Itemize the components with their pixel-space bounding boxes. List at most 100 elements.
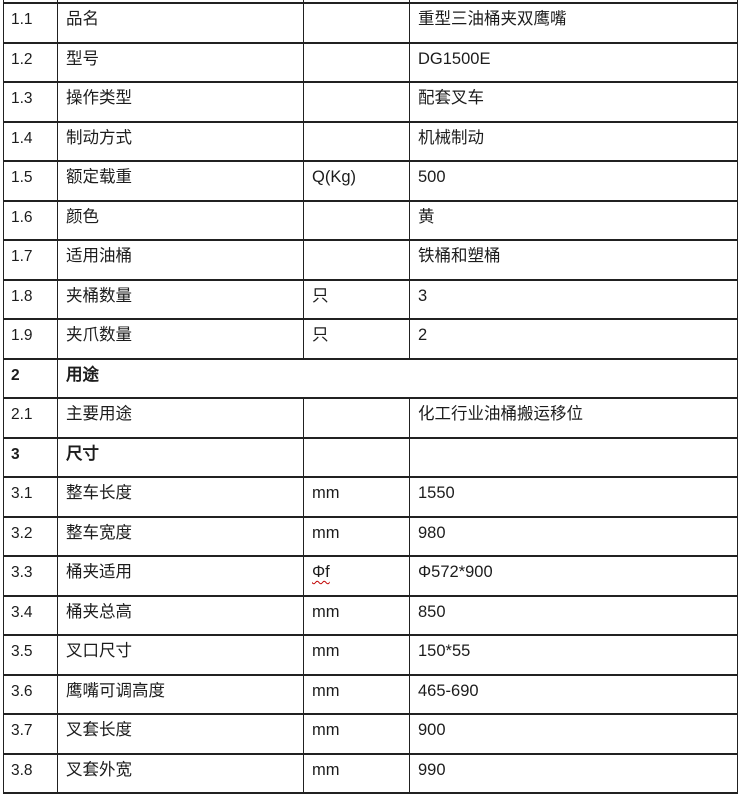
- row-unit: mm: [303, 713, 410, 755]
- row-value-text: 850: [418, 602, 446, 621]
- row-unit-text: mm: [312, 760, 340, 779]
- row-label-text: 鹰嘴可调高度: [66, 681, 165, 700]
- row-label: 叉套长度: [57, 713, 304, 755]
- row-index-text: 1.7: [11, 248, 33, 265]
- row-label-text: 桶夹总高: [66, 602, 132, 621]
- row-index: 3.7: [3, 713, 58, 755]
- row-unit: Φf: [303, 555, 410, 597]
- row-value: 980: [409, 515, 738, 557]
- row-value: [409, 436, 738, 478]
- row-unit-text: 只: [312, 286, 329, 305]
- row-index-text: 3.5: [11, 643, 33, 660]
- row-index-text: 1.5: [11, 169, 33, 186]
- row-unit: [303, 120, 410, 162]
- row-label-text: 颜色: [66, 207, 99, 226]
- row-unit: 只: [303, 318, 410, 360]
- spec-row: 3.8 叉套外宽 mm 990: [3, 752, 738, 794]
- row-index-text: 3.8: [11, 761, 33, 779]
- row-value-text: 化工行业油桶搬运移位: [418, 405, 583, 423]
- row-label-text: 型号: [66, 49, 99, 68]
- row-value: 500: [409, 160, 738, 202]
- spec-row: 1.2 型号 DG1500E: [3, 41, 738, 83]
- row-unit-text: Q(Kg): [312, 168, 357, 186]
- row-unit-text: Φf: [312, 563, 330, 581]
- spec-row: 3.4 桶夹总高 mm 850: [3, 594, 738, 636]
- row-value-text: 500: [418, 168, 446, 186]
- row-unit-text: mm: [312, 721, 340, 739]
- spec-row: 2.1 主要用途 化工行业油桶搬运移位: [3, 397, 738, 439]
- row-index-text: 1.4: [11, 129, 33, 147]
- row-index: 3.5: [3, 634, 58, 676]
- row-value-text: DG1500E: [418, 49, 491, 68]
- row-index: 2: [3, 357, 58, 399]
- row-index: 3.2: [3, 515, 58, 557]
- row-index: 3.6: [3, 673, 58, 715]
- row-index-text: 1.9: [11, 327, 33, 344]
- row-index: 1.9: [3, 318, 58, 360]
- row-index: 3.3: [3, 555, 58, 597]
- row-label: 鹰嘴可调高度: [57, 673, 304, 715]
- row-value-text: 黄: [418, 207, 435, 226]
- row-value-text: 重型三油桶夹双鹰嘴: [418, 10, 567, 28]
- row-label-text: 夹爪数量: [66, 326, 132, 344]
- row-label-text: 整车宽度: [66, 523, 132, 542]
- row-index-text: 3: [11, 445, 20, 463]
- row-unit: mm: [303, 673, 410, 715]
- row-unit: [303, 41, 410, 83]
- row-value: 3: [409, 278, 738, 320]
- row-label: 整车长度: [57, 476, 304, 518]
- row-label-text: 尺寸: [66, 444, 99, 463]
- row-value: Φ572*900: [409, 555, 738, 597]
- row-value-text: 465-690: [418, 681, 479, 700]
- product-spec-table: 1.1 品名 重型三油桶夹双鹰嘴 1.2 型号 DG1500E 1.3 操作类型 配套叉车 1.4…: [3, 0, 738, 794]
- row-label-text: 叉套外宽: [66, 760, 132, 779]
- row-index: 1.3: [3, 81, 58, 123]
- row-unit: Q(Kg): [303, 160, 410, 202]
- row-index-text: 3.3: [11, 564, 33, 581]
- row-value-text: 150*55: [418, 642, 471, 660]
- row-value-text: Φ572*900: [418, 563, 493, 581]
- row-index-text: 1.2: [11, 50, 33, 68]
- row-unit: mm: [303, 634, 410, 676]
- spec-row: 3.2 整车宽度 mm 980: [3, 515, 738, 557]
- row-value-text: 配套叉车: [418, 89, 484, 107]
- row-index-text: 3.2: [11, 524, 33, 542]
- spec-row: 1.5 额定载重 Q(Kg) 500: [3, 160, 738, 202]
- row-unit-text: mm: [312, 523, 340, 542]
- row-index: 1.4: [3, 120, 58, 162]
- spec-row: 1.4 制动方式 机械制动: [3, 120, 738, 162]
- spec-table-body: 1.1 品名 重型三油桶夹双鹰嘴 1.2 型号 DG1500E 1.3 操作类型 配套叉车 1.4…: [3, 0, 738, 794]
- row-value-text: 1550: [418, 484, 455, 502]
- row-value-text: 990: [418, 760, 446, 779]
- row-index: 3: [3, 436, 58, 478]
- row-label: 型号: [57, 41, 304, 83]
- row-value: 配套叉车: [409, 81, 738, 123]
- clipped-cell: [409, 0, 738, 4]
- row-unit: [303, 199, 410, 241]
- row-index-text: 1.6: [11, 208, 33, 226]
- row-unit: [303, 239, 410, 281]
- row-value-text: 铁桶和塑桶: [418, 247, 501, 265]
- row-value: 重型三油桶夹双鹰嘴: [409, 2, 738, 44]
- row-label-text: 整车长度: [66, 484, 132, 502]
- row-label: 适用油桶: [57, 239, 304, 281]
- row-index: 3.1: [3, 476, 58, 518]
- spec-row: 1.6 颜色 黄: [3, 199, 738, 241]
- row-value-text: 980: [418, 523, 446, 542]
- row-value: 化工行业油桶搬运移位: [409, 397, 738, 439]
- row-value: DG1500E: [409, 41, 738, 83]
- row-label: 颜色: [57, 199, 304, 241]
- row-unit: [303, 2, 410, 44]
- row-unit-text: mm: [312, 602, 340, 621]
- row-unit-text: mm: [312, 484, 340, 502]
- row-label-text: 额定载重: [66, 168, 132, 186]
- row-index: 1.7: [3, 239, 58, 281]
- row-label: 用途: [57, 357, 738, 399]
- row-index: 1.2: [3, 41, 58, 83]
- clipped-row-top: [3, 0, 738, 4]
- row-label-text: 操作类型: [66, 89, 132, 107]
- row-label: 整车宽度: [57, 515, 304, 557]
- row-value: 990: [409, 752, 738, 794]
- section-row: 3 尺寸: [3, 436, 738, 478]
- row-unit: 只: [303, 278, 410, 320]
